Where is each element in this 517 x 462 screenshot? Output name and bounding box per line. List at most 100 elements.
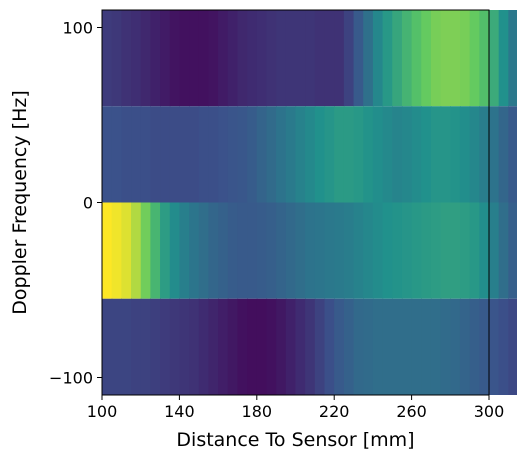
heatmap-cell — [401, 10, 413, 107]
heatmap-cell — [489, 106, 500, 203]
heatmap-cell — [276, 298, 287, 395]
heatmap-cell — [382, 298, 393, 395]
heatmap-cell — [411, 298, 422, 395]
heatmap-cell — [169, 10, 180, 107]
heatmap-cell — [411, 106, 422, 203]
heatmap-cell — [421, 10, 432, 107]
heatmap-cell — [227, 202, 239, 299]
heatmap-cell — [305, 298, 316, 395]
heatmap-cell — [363, 10, 374, 107]
heatmap-cell — [430, 298, 442, 395]
heatmap-cell — [237, 298, 248, 395]
y-axis-label: Doppler Frequency [Hz] — [9, 90, 31, 314]
heatmap-cell — [440, 106, 451, 203]
y-tick-label: 0 — [83, 194, 93, 213]
heatmap-cell — [150, 106, 161, 203]
heatmap-cell — [285, 10, 297, 107]
heatmap-cell — [266, 10, 277, 107]
y-axis-ticks: 100 0 −100 — [49, 19, 102, 388]
heatmap-cell — [208, 106, 219, 203]
heatmap-cell — [324, 202, 335, 299]
heatmap-cell — [508, 298, 517, 395]
heatmap-cell — [372, 298, 384, 395]
heatmap-cell — [218, 202, 229, 299]
heatmap-cell — [102, 10, 113, 107]
heatmap-cell — [324, 106, 335, 203]
y-tick-label: −100 — [49, 369, 93, 388]
heatmap-cell — [479, 10, 490, 107]
heatmap-cell — [285, 106, 297, 203]
heatmap-cell — [111, 106, 122, 203]
heatmap-cell — [237, 202, 248, 299]
heatmap-cell — [401, 106, 413, 203]
heatmap-cell — [489, 202, 500, 299]
heatmap-cell — [198, 10, 210, 107]
heatmap-cell — [324, 10, 335, 107]
heatmap-cell — [169, 106, 180, 203]
heatmap-cell — [131, 298, 142, 395]
x-axis-label: Distance To Sensor [mm] — [176, 429, 414, 451]
heatmap-cell — [430, 106, 442, 203]
heatmap-cell — [121, 298, 132, 395]
heatmap-cell — [160, 202, 171, 299]
heatmap-cell — [266, 202, 277, 299]
heatmap-cell — [382, 202, 393, 299]
heatmap-cell — [459, 106, 471, 203]
heatmap-cell — [256, 10, 268, 107]
heatmap-cell — [440, 298, 451, 395]
heatmap-cell — [218, 106, 229, 203]
heatmap-cell — [508, 10, 517, 107]
heatmap-cell — [469, 298, 480, 395]
heatmap-cell — [256, 106, 268, 203]
heatmap-cell — [324, 298, 335, 395]
heatmap-cell — [372, 10, 384, 107]
heatmap-cell — [459, 10, 471, 107]
heatmap-cell — [392, 202, 403, 299]
heatmap-cell — [353, 298, 364, 395]
heatmap-cell — [314, 106, 326, 203]
heatmap-cell — [247, 202, 258, 299]
heatmap-cell — [179, 298, 190, 395]
heatmap-cell — [469, 10, 480, 107]
heatmap-cell — [218, 298, 229, 395]
heatmap-cell — [411, 202, 422, 299]
heatmap-cell — [266, 106, 277, 203]
heatmap-cell — [479, 202, 490, 299]
heatmap-cell — [469, 106, 480, 203]
heatmap-cell — [305, 10, 316, 107]
heatmap-cell — [247, 106, 258, 203]
heatmap-cell — [111, 10, 122, 107]
heatmap-cell — [421, 106, 432, 203]
heatmap-cell — [382, 10, 393, 107]
heatmap-cell — [111, 298, 122, 395]
heatmap-cell — [218, 10, 229, 107]
heatmap-cell — [189, 202, 200, 299]
heatmap-cell — [198, 298, 210, 395]
heatmap-cell — [169, 298, 180, 395]
heatmap-cell — [392, 106, 403, 203]
heatmap-cell — [227, 298, 239, 395]
heatmap-cell — [314, 202, 326, 299]
heatmap-cell — [353, 106, 364, 203]
x-tick-label: 260 — [396, 402, 427, 421]
heatmap-cell — [208, 202, 219, 299]
heatmap-cell — [179, 202, 190, 299]
heatmap-cell — [140, 10, 151, 107]
heatmap-cell — [140, 106, 151, 203]
x-axis-ticks: 100 140 180 220 260 300 — [87, 395, 504, 421]
heatmap-cell — [121, 202, 132, 299]
heatmap-cell — [334, 202, 345, 299]
heatmap-cell — [334, 298, 345, 395]
heatmap-cell — [305, 106, 316, 203]
heatmap-cell — [314, 10, 326, 107]
heatmap-cell — [440, 202, 451, 299]
heatmap-cell — [102, 202, 113, 299]
heatmap-cell — [353, 10, 364, 107]
heatmap-cell — [469, 202, 480, 299]
heatmap-cell — [421, 298, 432, 395]
heatmap-cell — [295, 298, 306, 395]
x-tick-label: 140 — [164, 402, 195, 421]
heatmap-cell — [121, 106, 132, 203]
heatmap-cell — [363, 202, 374, 299]
